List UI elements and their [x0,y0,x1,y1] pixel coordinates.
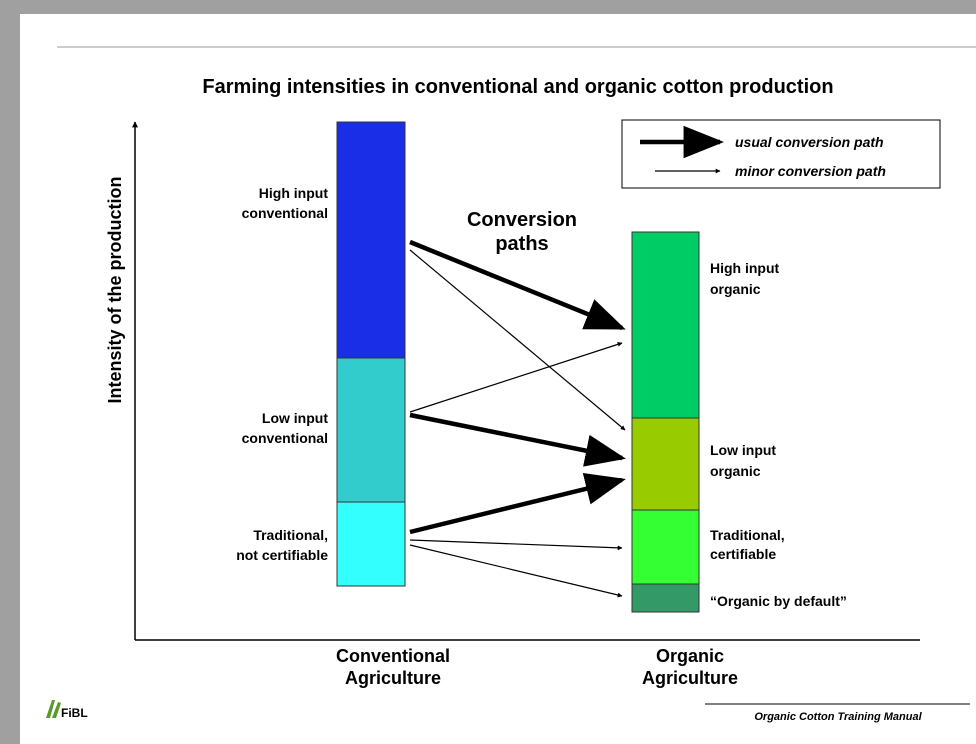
segment-label: High input organic [710,260,780,297]
line: Conventional [336,646,450,666]
title: Farming intensities in conventional and … [202,76,833,98]
minor-arrow [409,249,626,431]
y-axis-label: Intensity of the production [105,177,125,404]
line: Traditional, [253,527,328,543]
segment [336,501,406,587]
segment [631,509,700,585]
conventional-labels: High input conventional Low input conventi… [236,185,328,563]
segment [631,231,700,419]
column-label: Organic Agriculture [642,646,738,688]
line: conventional [242,430,328,446]
line: Traditional, [710,527,785,543]
line: Conversion [467,209,577,231]
line: conventional [242,205,328,221]
legend-box [621,119,941,189]
line: Low input [262,410,328,426]
segment [336,357,406,503]
logo: FiBL [46,700,88,720]
legend-entry: minor conversion path [735,163,886,179]
usual-arrow [409,239,626,331]
legend: usual conversion path minor conversion p… [621,119,941,189]
segment [631,417,700,511]
segment [631,583,700,613]
usual-arrow [409,472,626,535]
logo-icon [46,700,61,718]
line: Agriculture [642,668,738,688]
line: High input [710,260,780,276]
line: paths [495,233,548,255]
line: Agriculture [345,668,441,688]
segment-label: High input conventional [242,185,329,221]
segment-label: “Organic by default” [710,593,847,609]
organic-labels: High input organic Low input organic Tradi… [710,260,847,609]
line: organic [710,463,761,479]
column-labels: Conventional Agriculture Organic Agricultu… [336,646,738,688]
segment-label: Traditional, not certifiable [236,527,328,563]
minor-arrow [409,539,623,551]
conversion-label: Conversion paths [467,209,577,255]
organic-column [631,231,700,613]
legend-entry: usual conversion path [735,134,884,150]
minor-arrow [409,342,623,413]
line: Low input [710,442,776,458]
arrows [409,239,626,598]
logo-text: FiBL [61,706,88,720]
line: High input [259,185,329,201]
segment-label: Low input conventional [242,410,329,446]
usual-arrow [409,412,626,467]
column-label: Conventional Agriculture [336,646,450,688]
conventional-column [336,121,406,587]
minor-arrow [409,544,623,598]
line: not certifiable [236,547,328,563]
line: Organic [656,646,724,666]
segment-label: Traditional, certifiable [710,527,785,562]
segment [336,121,406,359]
segment-label: Low input organic [710,442,776,479]
footer: Organic Cotton Training Manual [754,711,922,723]
line: organic [710,281,761,297]
line: certifiable [710,546,776,562]
